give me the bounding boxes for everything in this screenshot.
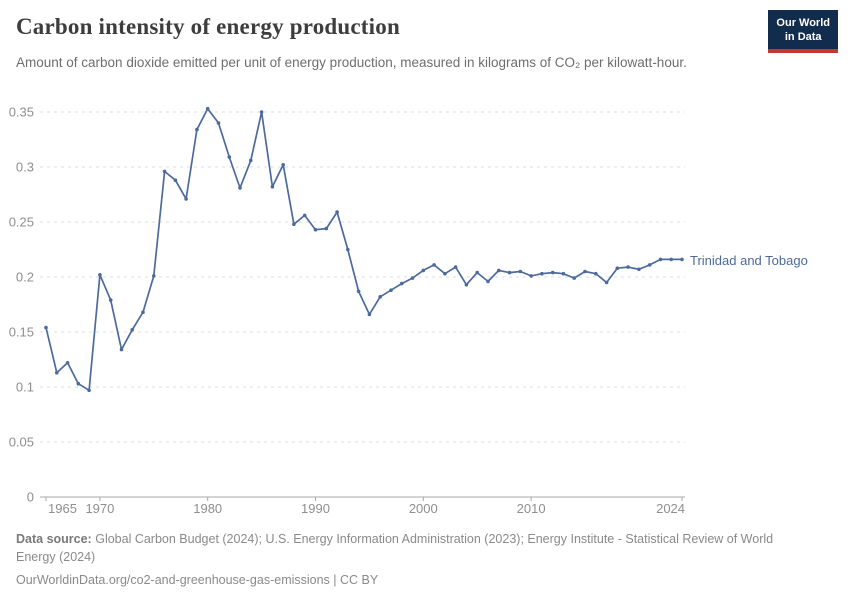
y-tick-label: 0	[27, 490, 34, 505]
data-point[interactable]	[669, 257, 673, 262]
data-source-line: Data source: Global Carbon Budget (2024)…	[16, 530, 811, 566]
data-source-label: Data source:	[16, 532, 92, 546]
x-tick-label: 2000	[409, 501, 438, 516]
data-point[interactable]	[637, 267, 641, 272]
data-point[interactable]	[561, 271, 566, 276]
chart-footer: Data source: Global Carbon Budget (2024)…	[16, 530, 811, 589]
x-tick-label: 1965	[48, 501, 77, 516]
data-point[interactable]	[389, 288, 393, 293]
data-point[interactable]	[626, 265, 630, 269]
data-point[interactable]	[410, 276, 415, 280]
owid-logo[interactable]: Our World in Data	[768, 10, 838, 53]
data-point[interactable]	[281, 163, 286, 167]
series-label-trinidad-and-tobago[interactable]: Trinidad and Tobago	[690, 253, 808, 268]
chart-title: Carbon intensity of energy production	[16, 14, 400, 39]
data-point[interactable]	[44, 325, 48, 330]
data-point[interactable]	[604, 280, 609, 285]
owid-logo-line1: Our World	[776, 17, 830, 29]
data-point[interactable]	[184, 197, 188, 201]
data-point[interactable]	[324, 226, 329, 231]
data-point[interactable]	[421, 268, 426, 273]
data-point[interactable]	[615, 266, 620, 271]
data-point[interactable]	[346, 247, 350, 252]
data-point[interactable]	[583, 269, 587, 274]
data-point[interactable]	[486, 279, 490, 284]
data-point[interactable]	[453, 265, 458, 269]
data-point[interactable]	[594, 271, 598, 276]
data-point[interactable]	[302, 213, 307, 218]
x-tick-label: 2010	[517, 501, 546, 516]
data-point[interactable]	[205, 106, 210, 111]
data-point[interactable]	[238, 186, 242, 190]
y-tick-label: 0.35	[9, 105, 34, 120]
data-point[interactable]	[65, 361, 70, 365]
data-point[interactable]	[335, 210, 339, 214]
data-point[interactable]	[356, 289, 361, 294]
data-source-text: Global Carbon Budget (2024); U.S. Energy…	[16, 532, 774, 565]
x-tick-label: 1990	[301, 501, 330, 516]
data-point[interactable]	[367, 312, 372, 317]
data-point[interactable]	[227, 155, 232, 159]
data-point[interactable]	[464, 282, 469, 287]
data-point[interactable]	[550, 270, 555, 275]
x-tick-label: 1970	[85, 501, 114, 516]
footer-url-line[interactable]: OurWorldinData.org/co2-and-greenhouse-ga…	[16, 573, 379, 588]
data-point[interactable]	[540, 271, 544, 276]
y-tick-label: 0.25	[9, 215, 34, 230]
data-point[interactable]	[216, 121, 221, 125]
data-point[interactable]	[680, 257, 684, 262]
data-point[interactable]	[259, 110, 264, 114]
data-point[interactable]	[173, 178, 178, 182]
data-point[interactable]	[162, 169, 167, 174]
y-tick-label: 0.1	[16, 380, 34, 395]
data-point[interactable]	[518, 269, 523, 274]
x-tick-label: 1980	[193, 501, 222, 516]
data-point[interactable]	[658, 257, 663, 262]
data-point[interactable]	[378, 295, 383, 299]
y-tick-label: 0.05	[9, 435, 34, 450]
data-point[interactable]	[108, 298, 113, 302]
data-line-trinidad-and-tobago[interactable]	[45, 107, 683, 392]
data-point[interactable]	[475, 270, 480, 275]
y-tick-label: 0.2	[16, 270, 34, 285]
chart-subtitle: Amount of carbon dioxide emitted per uni…	[16, 55, 687, 70]
data-point[interactable]	[141, 310, 145, 315]
y-tick-label: 0.3	[16, 160, 34, 175]
data-point[interactable]	[443, 271, 447, 276]
data-point[interactable]	[507, 270, 512, 275]
data-point[interactable]	[130, 328, 134, 332]
data-point[interactable]	[249, 158, 253, 163]
data-point[interactable]	[55, 370, 59, 375]
data-point[interactable]	[497, 268, 501, 273]
data-point[interactable]	[647, 263, 652, 267]
data-point[interactable]	[119, 347, 124, 352]
owid-logo-line2: in Data	[784, 31, 822, 44]
data-point[interactable]	[313, 227, 318, 232]
data-point[interactable]	[529, 274, 533, 278]
data-point[interactable]	[76, 381, 81, 386]
data-point[interactable]	[87, 388, 91, 393]
data-point[interactable]	[432, 263, 436, 267]
data-point[interactable]	[98, 273, 102, 277]
data-point[interactable]	[292, 222, 296, 226]
data-point[interactable]	[152, 274, 156, 278]
data-point[interactable]	[195, 127, 199, 132]
data-point[interactable]	[270, 185, 275, 189]
data-point[interactable]	[572, 276, 576, 280]
y-tick-label: 0.15	[9, 325, 34, 340]
data-point[interactable]	[399, 281, 404, 286]
x-tick-label: 2024	[656, 501, 685, 516]
